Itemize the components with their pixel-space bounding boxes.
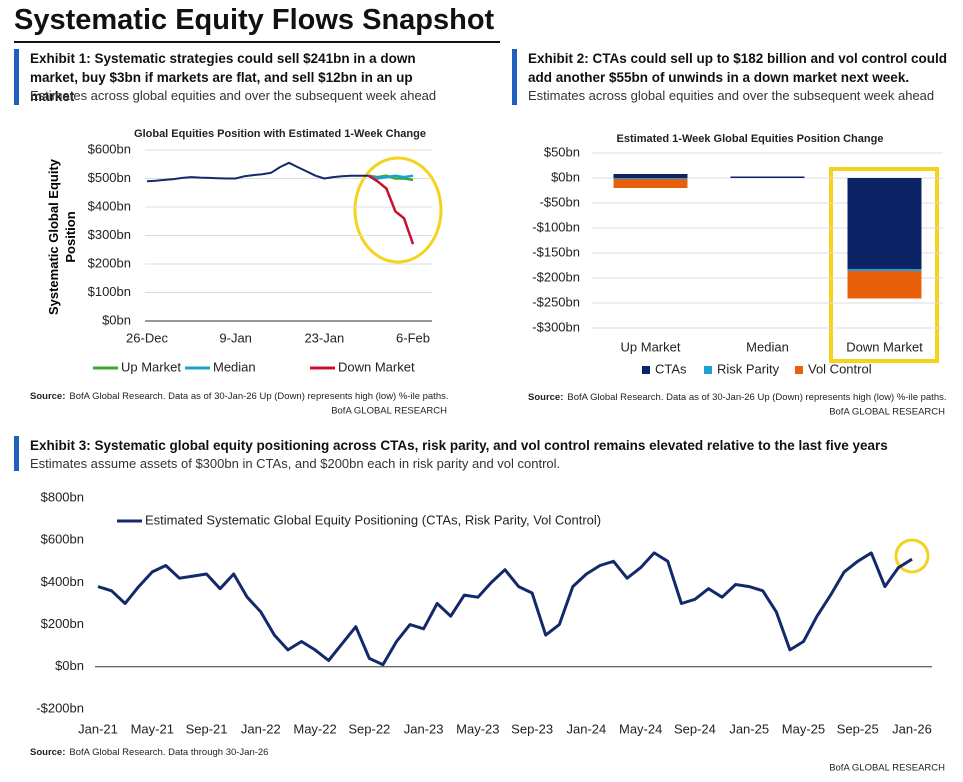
y-tick-label: -$150bn — [532, 244, 580, 259]
highlight-box — [829, 167, 939, 363]
y-tick-label: -$300bn — [532, 319, 580, 334]
exhibit-subtitle: Estimates across global equities and ove… — [528, 88, 935, 103]
highlight-circle — [894, 538, 930, 574]
x-tick-label: Jan-23 — [404, 721, 444, 736]
x-tick-label: Sep-25 — [837, 721, 879, 736]
title-rule — [14, 41, 500, 43]
legend-label: Median — [213, 359, 256, 374]
x-tick-label: Jan-24 — [567, 721, 607, 736]
x-tick-label: 9-Jan — [219, 330, 252, 345]
x-tick-label: Sep-23 — [511, 721, 553, 736]
y-tick-label: $0bn — [551, 169, 580, 184]
x-tick-label: Jan-22 — [241, 721, 281, 736]
y-tick-label: $600bn — [41, 532, 84, 547]
exhibit-heading: Exhibit 2: CTAs could sell up to $182 bi… — [528, 51, 948, 85]
bar-segment — [613, 178, 688, 179]
legend-swatch — [642, 366, 650, 374]
legend-swatch — [795, 366, 803, 374]
x-tick-label: May-25 — [782, 721, 825, 736]
x-tick-label: May-22 — [293, 721, 336, 736]
x-tick-label: Jan-21 — [78, 721, 118, 736]
bar-segment — [847, 269, 922, 271]
line — [368, 174, 415, 245]
source: Source: BofA Global Research. Data as of … — [30, 391, 449, 402]
y-tick-label: $200bn — [88, 255, 131, 270]
x-tick-label: May-24 — [619, 721, 662, 736]
legend-label: Vol Control — [808, 361, 872, 376]
exhibit-subtitle: Estimates across global equities and ove… — [30, 88, 437, 103]
y-tick-label: -$200bn — [532, 269, 580, 284]
x-tick-label: Up Market — [621, 339, 681, 354]
y-tick-label: $400bn — [41, 574, 84, 589]
source-text: BofA Global Research. Data as of 30-Jan-… — [69, 391, 448, 402]
line — [146, 161, 369, 183]
brand: BofA GLOBAL RESEARCH — [331, 406, 447, 417]
bar-segment — [847, 271, 922, 299]
y-tick-label: $500bn — [88, 170, 131, 185]
legend-label: Estimated Systematic Global Equity Posit… — [145, 512, 601, 527]
source: Source: BofA Global Research. Data as of … — [528, 392, 947, 403]
line — [368, 174, 414, 180]
x-tick-label: May-23 — [456, 721, 499, 736]
exhibit-heading: Exhibit 1: Systematic strategies could s… — [30, 51, 416, 104]
y-tick-label: $600bn — [88, 141, 131, 156]
x-tick-label: 6-Feb — [396, 330, 430, 345]
source: Source: BofA Global Research. Data throug… — [30, 747, 268, 758]
exhibit-marker — [512, 49, 517, 105]
legend-label: Down Market — [338, 359, 415, 374]
legend-label: Up Market — [121, 359, 181, 374]
bar-segment — [613, 179, 688, 188]
x-tick-label: 23-Jan — [304, 330, 344, 345]
y-tick-label: -$50bn — [540, 194, 580, 209]
chart-title: Estimated 1-Week Global Equities Positio… — [617, 133, 884, 145]
x-tick-label: 26-Dec — [126, 330, 168, 345]
line — [97, 551, 913, 667]
bar-segment — [730, 176, 805, 178]
exhibit-marker — [14, 436, 19, 471]
y-tick-label: $400bn — [88, 198, 131, 213]
source-label: Source: — [30, 391, 65, 402]
source-text: BofA Global Research. Data as of 30-Jan-… — [567, 392, 946, 403]
y-tick-label: -$200bn — [36, 700, 84, 715]
y-tick-label: $300bn — [88, 227, 131, 242]
x-tick-label: Sep-22 — [348, 721, 390, 736]
exhibit-heading: Exhibit 3: Systematic global equity posi… — [30, 438, 888, 453]
exhibit-subtitle: Estimates assume assets of $300bn in CTA… — [30, 456, 561, 471]
y-tick-label: $800bn — [41, 489, 84, 504]
page-title: Systematic Equity Flows Snapshot — [14, 4, 495, 36]
y-tick-label: $0bn — [55, 658, 84, 673]
x-tick-label: Jan-25 — [729, 721, 769, 736]
source-label: Source: — [528, 392, 563, 403]
source-label: Source: — [30, 747, 65, 758]
x-tick-label: Down Market — [846, 339, 923, 354]
legend-label: Risk Parity — [717, 361, 780, 376]
x-tick-label: May-21 — [131, 721, 174, 736]
x-tick-label: Sep-24 — [674, 721, 716, 736]
y-tick-label: $50bn — [544, 144, 580, 159]
y-tick-label: -$250bn — [532, 294, 580, 309]
x-tick-label: Sep-21 — [186, 721, 228, 736]
exhibit-marker — [14, 49, 19, 105]
y-tick-label: -$100bn — [532, 219, 580, 234]
source-text: BofA Global Research. Data through 30-Ja… — [69, 747, 268, 758]
x-tick-label: Median — [746, 339, 789, 354]
bar-segment — [847, 178, 922, 269]
y-tick-label: $100bn — [88, 284, 131, 299]
brand: BofA GLOBAL RESEARCH — [829, 763, 945, 774]
y-tick-label: $200bn — [41, 616, 84, 631]
highlight-circle — [353, 156, 443, 264]
legend-swatch — [704, 366, 712, 374]
legend-label: CTAs — [655, 361, 687, 376]
brand: BofA GLOBAL RESEARCH — [829, 407, 945, 418]
y-tick-label: $0bn — [102, 312, 131, 327]
chart-title: Global Equities Position with Estimated … — [134, 128, 426, 140]
bar-segment — [613, 174, 688, 178]
x-tick-label: Jan-26 — [892, 721, 932, 736]
